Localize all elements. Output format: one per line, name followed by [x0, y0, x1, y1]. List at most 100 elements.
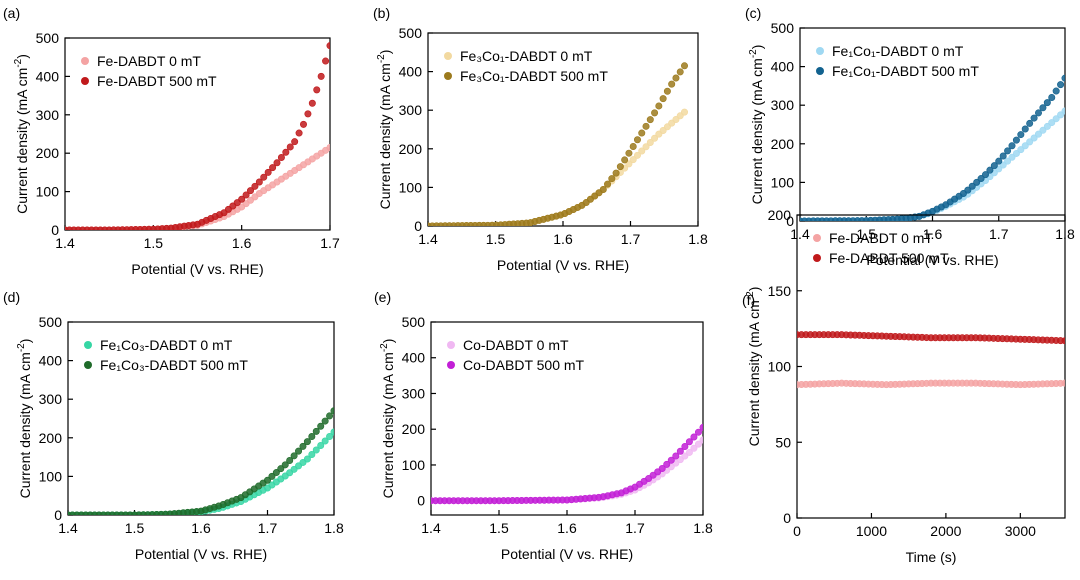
x-tick-label: 1.5: [857, 226, 877, 242]
data-point: [1061, 107, 1065, 115]
data-point: [999, 161, 1007, 169]
data-point: [238, 195, 246, 203]
data-point: [676, 68, 684, 76]
x-tick-label: 1.5: [489, 520, 509, 536]
legend-entry: Fe-DABDT 0 mT: [829, 230, 933, 246]
data-point: [1048, 93, 1056, 101]
data-point: [1008, 142, 1016, 150]
data-point: [658, 465, 666, 473]
x-tick-label: 1.6: [232, 235, 252, 251]
data-point: [659, 95, 667, 103]
y-tick-label: 100: [399, 179, 423, 195]
x-tick-label: 1000: [856, 523, 887, 539]
data-point: [317, 422, 325, 430]
data-point: [968, 182, 976, 190]
y-tick-label: 500: [36, 30, 60, 46]
legend: Fe-DABDT 0 mT Fe-DABDT 500 mT: [813, 230, 949, 266]
data-point: [242, 191, 250, 199]
data-point: [629, 142, 637, 150]
data-point: [295, 129, 303, 137]
legend-marker: [816, 67, 824, 75]
x-tick-label: 1.4: [418, 231, 438, 247]
legend-marker: [84, 341, 92, 349]
data-point: [1012, 136, 1020, 144]
y-tick-label: 400: [771, 59, 795, 75]
y-tick-label: 400: [39, 353, 63, 369]
data-area: [797, 331, 1065, 389]
data-point: [1043, 122, 1051, 130]
data-point: [326, 42, 330, 50]
y-tick-label: 500: [39, 314, 63, 330]
legend: Fe₃Co₁-DABDT 0 mT Fe₃Co₁-DABDT 500 mT: [444, 48, 608, 84]
data-point: [299, 442, 307, 450]
y-tick-label: 200: [39, 430, 63, 446]
legend-entry: Fe-DABDT 500 mT: [829, 250, 949, 266]
y-tick-label: 200: [771, 136, 795, 152]
data-point: [1008, 153, 1016, 161]
legend-entry: Fe-DABDT 0 mT: [97, 53, 201, 69]
x-tick-label: 0: [793, 523, 801, 539]
x-axis-label: Time (s): [906, 549, 957, 565]
data-point: [308, 433, 316, 441]
series-2: [431, 423, 703, 505]
panel-b: (b) 1.4 1.5 1.6 1.7 1.8 0 100 200 300 400 500 Potent…: [373, 5, 708, 273]
data-point: [621, 156, 629, 164]
plot-frame: [64, 37, 331, 231]
data-point: [616, 163, 624, 171]
data-point: [295, 447, 303, 455]
data-area: [65, 42, 330, 230]
x-tick-label: 1.7: [621, 231, 641, 247]
data-point: [260, 173, 268, 181]
data-point: [685, 448, 693, 456]
y-tick-label: 0: [783, 510, 791, 526]
data-point: [690, 444, 698, 452]
data-point: [995, 157, 1003, 165]
data-point: [1061, 337, 1065, 345]
data-point: [255, 178, 263, 186]
x-tick-label: 1.5: [125, 520, 145, 536]
legend-marker: [813, 254, 821, 262]
x-tick-label: 3000: [1005, 523, 1036, 539]
data-point: [1057, 81, 1065, 89]
y-tick-label: 300: [36, 107, 60, 123]
data-point: [990, 162, 998, 170]
data-point: [1026, 119, 1034, 127]
data-point: [1030, 114, 1038, 122]
data-point: [1017, 146, 1025, 154]
data-point: [646, 116, 654, 124]
legend: Fe₁Co₃-DABDT 0 mT Fe₁Co₃-DABDT 500 mT: [84, 337, 248, 373]
data-point: [1052, 115, 1060, 123]
data-point: [642, 122, 650, 130]
panel-label: (c): [745, 5, 761, 21]
x-tick-label: 1.8: [324, 520, 344, 536]
panel-a: (a) 1.4 1.5 1.6 1.7 0 100 200 300 400 500 Potential…: [3, 5, 340, 277]
data-point: [264, 168, 272, 176]
y-tick-label: 500: [771, 20, 795, 36]
data-point: [667, 456, 675, 464]
data-point: [633, 151, 641, 159]
panel-f: (f) 0 1000 2000 3000 0 50 100 150 200 Time (s) Curr…: [742, 207, 1066, 565]
data-area: [431, 423, 703, 505]
data-point: [1052, 87, 1060, 95]
data-point: [681, 452, 689, 460]
data-point: [273, 159, 281, 167]
data-point: [663, 460, 671, 468]
data-point: [330, 428, 334, 436]
y-tick-label: 500: [402, 314, 426, 330]
data-point: [277, 154, 285, 162]
data-point: [690, 433, 698, 441]
y-axis-label: Current density (mA cm-2): [16, 339, 33, 499]
data-point: [699, 436, 703, 444]
data-point: [651, 134, 659, 142]
x-tick-label: 1.4: [55, 235, 75, 251]
y-tick-label: 400: [399, 64, 423, 80]
x-tick-label: 1.6: [923, 226, 943, 242]
y-tick-label: 200: [399, 141, 423, 157]
y-tick-label: 400: [402, 350, 426, 366]
series-1: [68, 428, 334, 515]
x-tick-label: 1.7: [258, 520, 278, 536]
data-point: [1035, 130, 1043, 138]
data-point: [304, 110, 312, 118]
legend-marker: [84, 361, 92, 369]
y-tick-label: 300: [39, 391, 63, 407]
